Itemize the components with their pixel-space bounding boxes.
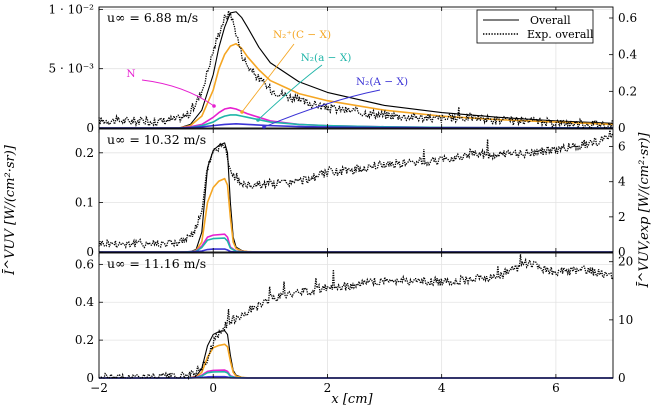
exp-line-1: [98, 10, 614, 130]
y-right-tick-label: 6: [618, 140, 626, 154]
y-left-tick-label: 0: [86, 121, 94, 135]
legend-label-exp-overall: Exp. overall: [527, 28, 594, 41]
annotation-arrowhead: [240, 110, 244, 114]
annotation-arrow: [241, 43, 295, 113]
panel-title: u∞ = 11.16 m/s: [107, 256, 206, 271]
legend-label-overall: Overall: [530, 14, 571, 27]
annotation-arrowhead: [262, 125, 266, 129]
panel-title: u∞ = 6.88 m/s: [107, 10, 198, 25]
panel-3: 0 0.2 0.4 0.6 0 10 20 u∞ = 11.16 m/s: [75, 252, 633, 385]
annotation-arrowhead: [212, 104, 216, 108]
y-right-tick-label: 0: [618, 371, 626, 385]
series-line-3: [99, 107, 614, 129]
y-left-tick-label: 0.4: [75, 295, 94, 309]
x-tick-label: 6: [552, 381, 560, 395]
y-left-tick-label: 0: [86, 245, 94, 259]
series-line-1: [99, 11, 614, 129]
series-line-4: [99, 370, 613, 379]
x-tick-label: 2: [324, 381, 332, 395]
series-line-2: [99, 42, 614, 129]
y-left-tick-label: 0: [86, 371, 94, 385]
annotation-label: N₂⁺(C − X): [273, 29, 331, 41]
series-line-4: [99, 237, 613, 253]
x-tick-label: 4: [438, 381, 446, 395]
exp-line-3: [99, 254, 614, 381]
series-line-1: [99, 330, 613, 379]
annotation-label: N: [126, 68, 135, 80]
y-right-tick-label: 0.4: [618, 48, 637, 62]
y-right-tick-label: 0: [618, 245, 626, 259]
x-tick-label: 0: [209, 381, 217, 395]
y-left-tick-label: 0.2: [75, 146, 94, 160]
y-right-tick-label: 2: [618, 210, 626, 224]
y-right-tick-label: 0.2: [618, 84, 637, 98]
y-left-tick-label: 5 · 10⁻³: [49, 62, 95, 76]
panel-2: 0 0.1 0.2 0 2 4 6 u∞ = 10.32 m/s: [75, 128, 626, 259]
panel-frame: [98, 128, 614, 253]
panel-title: u∞ = 10.32 m/s: [107, 132, 206, 147]
annotation-arrow: [141, 79, 215, 107]
y-right-tick-label: 10: [618, 313, 633, 327]
legend-box: [476, 9, 594, 44]
y-right-tick-label: 0: [618, 121, 626, 135]
series-line-2: [99, 177, 613, 253]
x-tick-label: −2: [90, 381, 108, 395]
y-left-tick-label: 0.1: [75, 195, 94, 209]
y-right-tick-label: 0.6: [618, 11, 637, 25]
y-left-tick-label: 0.6: [75, 257, 94, 271]
annotation-arrow: [257, 64, 323, 121]
series-line-2: [99, 343, 613, 379]
panel-1: 0 5 · 10⁻³ 1 · 10⁻² 0 0.2 0.4 0.6 u∞ = 6.88 m/s…: [49, 2, 638, 135]
x-axis-title: x [cm]: [331, 392, 373, 407]
annotation-3: N: [126, 68, 216, 108]
annotation-1: N₂⁺(C − X): [240, 29, 331, 114]
annotation-arrowhead: [256, 118, 260, 122]
annotation-4: N₂(A − X): [262, 76, 408, 129]
annotation-2: N₂(a − X): [256, 52, 351, 122]
panel-frame: [98, 252, 614, 379]
annotation-arrow: [263, 89, 381, 128]
annotation-label: N₂(a − X): [301, 52, 352, 64]
y-left-tick-label: 1 · 10⁻²: [49, 2, 95, 16]
exp-line-2: [98, 130, 614, 250]
left-axis-title: Ī^VUV [W/(cm²·sr)]: [2, 144, 18, 276]
y-right-tick-label: 20: [618, 255, 633, 269]
series-line-3: [99, 369, 613, 379]
right-axis-title: Ī^VUV,exp [W/(cm²·sr)]: [636, 132, 652, 289]
chart-legend: Overall Exp. overall: [476, 9, 594, 44]
y-left-tick-label: 0.2: [75, 333, 94, 347]
y-right-tick-label: 4: [618, 175, 626, 189]
series-line-1: [99, 142, 613, 253]
panel-frame: [98, 6, 614, 129]
annotation-label: N₂(A − X): [356, 76, 408, 88]
panels-layer: 0 5 · 10⁻³ 1 · 10⁻² 0 0.2 0.4 0.6 u∞ = 6.88 m/s…: [49, 2, 638, 395]
